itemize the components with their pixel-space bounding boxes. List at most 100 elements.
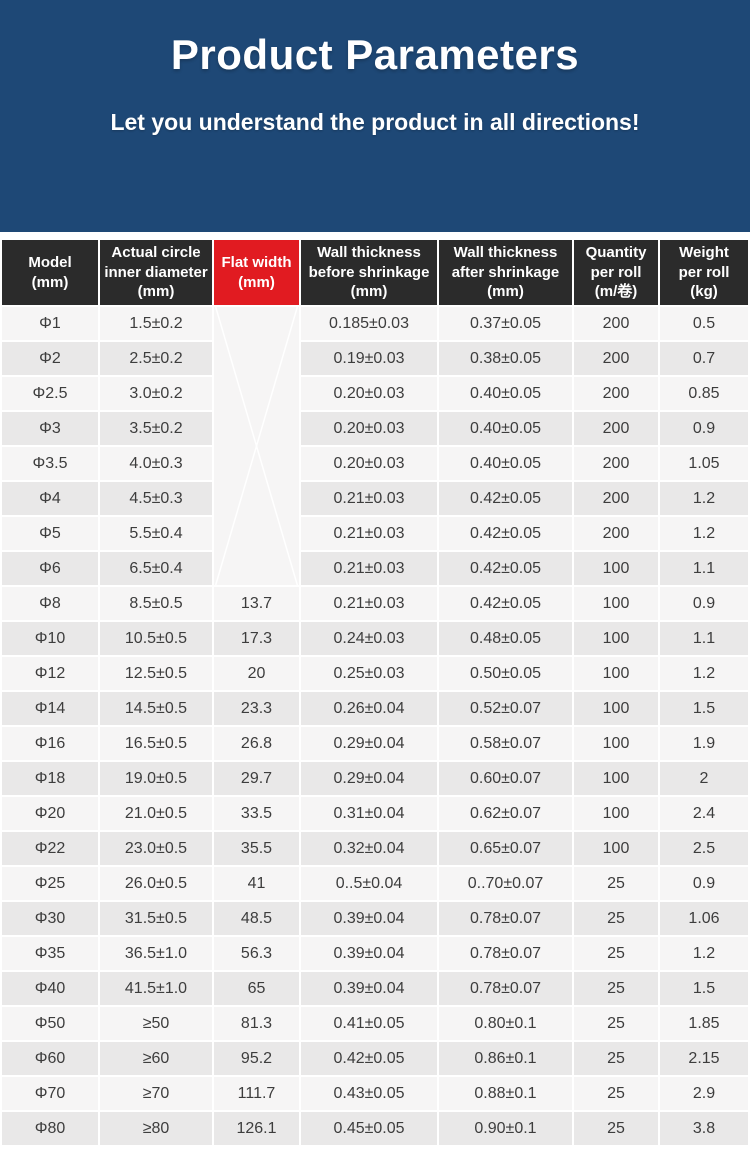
cell-quantity-per-roll: 25: [574, 867, 658, 900]
cell-model: Φ20: [2, 797, 98, 830]
cell-weight-per-roll: 1.1: [660, 552, 748, 585]
cell-wall-thickness-after: 0.65±0.07: [439, 832, 572, 865]
cell-quantity-per-roll: 200: [574, 377, 658, 410]
cell-wall-thickness-before: 0.24±0.03: [301, 622, 437, 655]
cell-weight-per-roll: 1.5: [660, 692, 748, 725]
cell-wall-thickness-before: 0.39±0.04: [301, 902, 437, 935]
column-header-inner-diameter: Actual circle inner diameter (mm): [100, 240, 212, 305]
column-header-flat-width: Flat width (mm): [214, 240, 299, 305]
parameters-table: Model (mm) Actual circle inner diameter …: [0, 238, 750, 1147]
column-header-model: Model (mm): [2, 240, 98, 305]
cell-inner-diameter: 3.5±0.2: [100, 412, 212, 445]
cell-wall-thickness-after: 0.78±0.07: [439, 902, 572, 935]
cell-weight-per-roll: 3.8: [660, 1112, 748, 1145]
cell-quantity-per-roll: 100: [574, 762, 658, 795]
cell-wall-thickness-before: 0.20±0.03: [301, 447, 437, 480]
cell-weight-per-roll: 2.4: [660, 797, 748, 830]
cell-inner-diameter: ≥60: [100, 1042, 212, 1075]
cell-weight-per-roll: 0.9: [660, 412, 748, 445]
cell-quantity-per-roll: 25: [574, 972, 658, 1005]
cell-quantity-per-roll: 25: [574, 1007, 658, 1040]
cell-weight-per-roll: 0.85: [660, 377, 748, 410]
cell-quantity-per-roll: 200: [574, 447, 658, 480]
cell-model: Φ35: [2, 937, 98, 970]
table-row: Φ3.5 4.0±0.3 0.20±0.03 0.40±0.05 200 1.05: [2, 447, 748, 480]
cell-flat-width: 17.3: [214, 622, 299, 655]
cell-wall-thickness-before: 0.20±0.03: [301, 377, 437, 410]
cell-wall-thickness-before: 0.21±0.03: [301, 552, 437, 585]
cell-model: Φ60: [2, 1042, 98, 1075]
table-row: Φ18 19.0±0.5 29.7 0.29±0.04 0.60±0.07 100 2: [2, 762, 748, 795]
table-row: Φ5 5.5±0.4 0.21±0.03 0.42±0.05 200 1.2: [2, 517, 748, 550]
crossed-out-x-icon: [214, 307, 299, 585]
cell-quantity-per-roll: 25: [574, 1042, 658, 1075]
table-row: Φ20 21.0±0.5 33.5 0.31±0.04 0.62±0.07 100 2.4: [2, 797, 748, 830]
cell-wall-thickness-before: 0.39±0.04: [301, 972, 437, 1005]
cell-quantity-per-roll: 100: [574, 657, 658, 690]
table-row: Φ10 10.5±0.5 17.3 0.24±0.03 0.48±0.05 100 1.1: [2, 622, 748, 655]
cell-inner-diameter: 19.0±0.5: [100, 762, 212, 795]
cell-inner-diameter: 8.5±0.5: [100, 587, 212, 620]
cell-weight-per-roll: 1.2: [660, 937, 748, 970]
cell-wall-thickness-before: 0.185±0.03: [301, 307, 437, 340]
cell-model: Φ2.5: [2, 377, 98, 410]
cell-model: Φ30: [2, 902, 98, 935]
cell-quantity-per-roll: 100: [574, 622, 658, 655]
cell-wall-thickness-before: 0.21±0.03: [301, 587, 437, 620]
cell-weight-per-roll: 1.1: [660, 622, 748, 655]
cell-model: Φ1: [2, 307, 98, 340]
cell-wall-thickness-after: 0.50±0.05: [439, 657, 572, 690]
cell-quantity-per-roll: 100: [574, 692, 658, 725]
cell-model: Φ70: [2, 1077, 98, 1110]
cell-weight-per-roll: 1.2: [660, 657, 748, 690]
table-row: Φ70 ≥70 111.7 0.43±0.05 0.88±0.1 25 2.9: [2, 1077, 748, 1110]
cell-wall-thickness-before: 0.21±0.03: [301, 482, 437, 515]
cell-wall-thickness-after: 0.58±0.07: [439, 727, 572, 760]
cell-flat-width: 33.5: [214, 797, 299, 830]
cell-inner-diameter: 23.0±0.5: [100, 832, 212, 865]
cell-inner-diameter: 10.5±0.5: [100, 622, 212, 655]
hero-banner: Product Parameters Let you understand th…: [0, 0, 750, 232]
cell-wall-thickness-before: 0.21±0.03: [301, 517, 437, 550]
table-row: Φ14 14.5±0.5 23.3 0.26±0.04 0.52±0.07 100 1.5: [2, 692, 748, 725]
cell-flat-width: 48.5: [214, 902, 299, 935]
cell-wall-thickness-after: 0.62±0.07: [439, 797, 572, 830]
cell-wall-thickness-before: 0.26±0.04: [301, 692, 437, 725]
cell-flat-width: 65: [214, 972, 299, 1005]
cell-weight-per-roll: 1.9: [660, 727, 748, 760]
cell-wall-thickness-before: 0.29±0.04: [301, 762, 437, 795]
cell-flat-width: 56.3: [214, 937, 299, 970]
cell-model: Φ40: [2, 972, 98, 1005]
cell-wall-thickness-before: 0.31±0.04: [301, 797, 437, 830]
column-header-wall-after: Wall thickness after shrinkage (mm): [439, 240, 572, 305]
cell-model: Φ16: [2, 727, 98, 760]
table-row: Φ40 41.5±1.0 65 0.39±0.04 0.78±0.07 25 1.5: [2, 972, 748, 1005]
cell-wall-thickness-before: 0.19±0.03: [301, 342, 437, 375]
cell-weight-per-roll: 1.85: [660, 1007, 748, 1040]
cell-wall-thickness-before: 0.43±0.05: [301, 1077, 437, 1110]
cell-weight-per-roll: 2.9: [660, 1077, 748, 1110]
cell-wall-thickness-after: 0.78±0.07: [439, 972, 572, 1005]
cell-wall-thickness-after: 0.60±0.07: [439, 762, 572, 795]
cell-inner-diameter: 4.5±0.3: [100, 482, 212, 515]
cell-wall-thickness-after: 0.90±0.1: [439, 1112, 572, 1145]
cell-inner-diameter: 6.5±0.4: [100, 552, 212, 585]
cell-wall-thickness-after: 0.42±0.05: [439, 482, 572, 515]
cell-quantity-per-roll: 100: [574, 587, 658, 620]
table-row: Φ80 ≥80 126.1 0.45±0.05 0.90±0.1 25 3.8: [2, 1112, 748, 1145]
cell-quantity-per-roll: 100: [574, 552, 658, 585]
cell-weight-per-roll: 0.9: [660, 587, 748, 620]
cell-wall-thickness-before: 0.39±0.04: [301, 937, 437, 970]
cell-quantity-per-roll: 25: [574, 902, 658, 935]
cell-flat-width: 26.8: [214, 727, 299, 760]
cell-wall-thickness-before: 0..5±0.04: [301, 867, 437, 900]
cell-inner-diameter: 41.5±1.0: [100, 972, 212, 1005]
cell-wall-thickness-after: 0.86±0.1: [439, 1042, 572, 1075]
cell-model: Φ10: [2, 622, 98, 655]
cell-wall-thickness-after: 0.40±0.05: [439, 447, 572, 480]
cell-flat-width: 126.1: [214, 1112, 299, 1145]
cell-weight-per-roll: 1.05: [660, 447, 748, 480]
table-row: Φ8 8.5±0.5 13.7 0.21±0.03 0.42±0.05 100 0.9: [2, 587, 748, 620]
cell-weight-per-roll: 0.7: [660, 342, 748, 375]
cell-model: Φ50: [2, 1007, 98, 1040]
